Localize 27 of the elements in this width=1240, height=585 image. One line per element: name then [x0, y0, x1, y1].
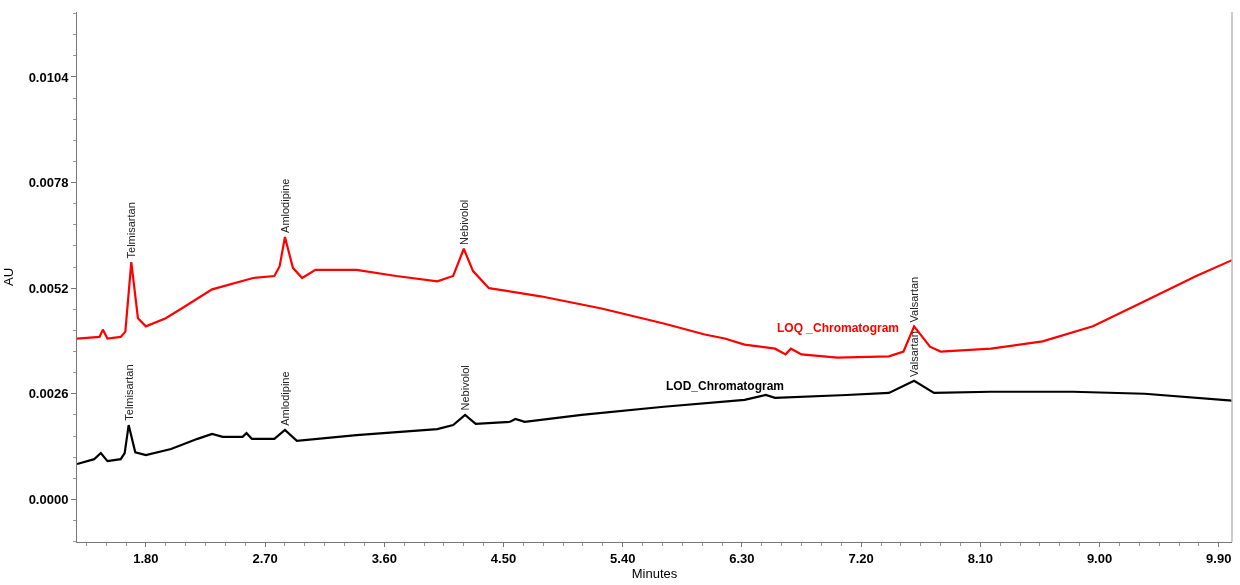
annotation: Amlodipine	[279, 371, 292, 426]
x-tick-label: 2.70	[252, 550, 278, 566]
annotation: Amlodipine	[278, 178, 291, 233]
x-tick-label: 5.40	[610, 550, 636, 566]
y-tick-label: 0.0026	[28, 386, 69, 402]
x-tick-label: 3.60	[371, 550, 397, 566]
annotation: Nebivolol	[458, 365, 471, 411]
y-tick-label: 0.0104	[28, 69, 70, 85]
annotation: Valsartan	[908, 331, 921, 377]
y-tick-label: 0.0052	[28, 280, 69, 296]
x-tick-label: 1.80	[133, 550, 159, 566]
series-label: LOD_Chromatogram	[666, 379, 785, 393]
annotation: Valsartan	[907, 276, 920, 323]
x-tick-label: 8.10	[967, 550, 993, 566]
series-label: LOQ _Chromatogram	[777, 321, 900, 335]
x-tick-label: 9.90	[1206, 550, 1232, 566]
x-tick-label: 4.50	[490, 550, 517, 566]
x-tick-label: 7.20	[848, 550, 874, 566]
y-tick-label: 0.0078	[28, 175, 69, 191]
x-axis-title: Minutes	[631, 565, 678, 581]
annotation: Telmisartan	[122, 364, 135, 421]
x-tick-label: 9.00	[1086, 550, 1113, 566]
x-tick-label: 6.30	[729, 550, 755, 566]
y-tick-label: 0.0000	[28, 491, 69, 507]
y-axis-title: AU	[0, 267, 16, 287]
annotation: Nebivolol	[457, 199, 470, 246]
annotation: Telmisartan	[125, 202, 138, 259]
